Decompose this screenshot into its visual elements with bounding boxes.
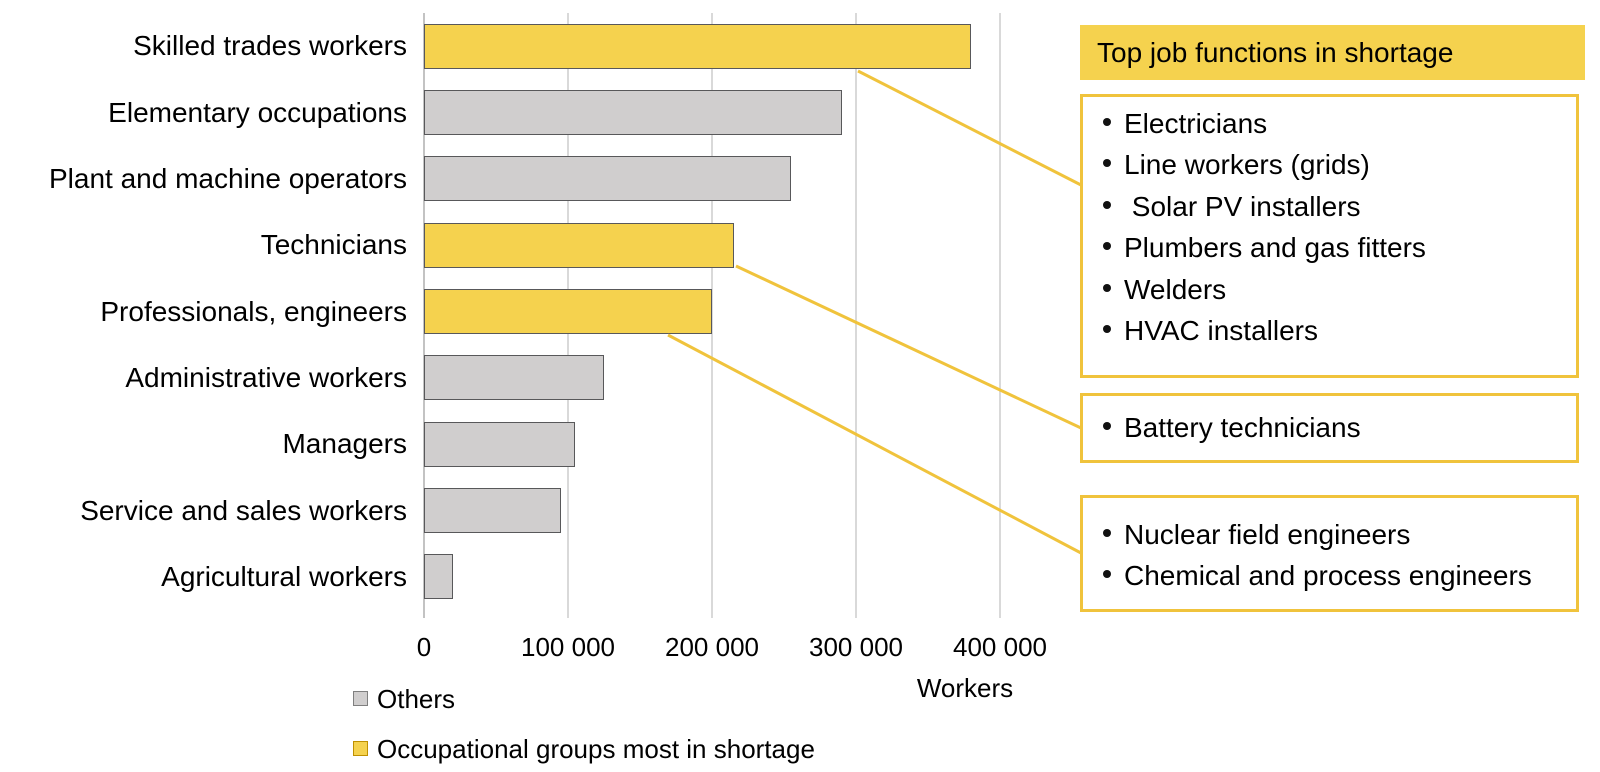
callout-box-technicians: Battery technicians bbox=[1080, 393, 1579, 463]
callout-box-skilled-trades: Electricians Line workers (grids) Solar … bbox=[1080, 94, 1579, 378]
bar-4 bbox=[424, 222, 734, 268]
connector-line-skilled-trades bbox=[857, 69, 1082, 187]
bullet-icon bbox=[1103, 117, 1111, 126]
category-label-3: Plant and machine operators bbox=[49, 162, 407, 194]
callout-item: Battery technicians bbox=[1103, 407, 1576, 449]
legend-label-shortage: Occupational groups most in shortage bbox=[377, 734, 815, 764]
bullet-icon bbox=[1103, 200, 1111, 209]
bar-9 bbox=[424, 554, 453, 600]
callout-box-professionals: Nuclear field engineers Chemical and pro… bbox=[1080, 495, 1579, 612]
x-tick-label: 100 000 bbox=[521, 632, 615, 662]
x-tick-label: 400 000 bbox=[953, 632, 1047, 662]
bar-1 bbox=[424, 23, 972, 69]
category-label-2: Elementary occupations bbox=[108, 96, 407, 128]
bullet-icon bbox=[1103, 528, 1111, 537]
x-axis-title: Workers bbox=[916, 673, 1014, 703]
gridline bbox=[999, 13, 1001, 618]
connector-line-professionals bbox=[667, 333, 1082, 555]
connector-line-technicians bbox=[735, 264, 1082, 430]
bullet-icon bbox=[1103, 325, 1111, 334]
callout-item: HVAC installers bbox=[1103, 311, 1576, 353]
category-label-7: Managers bbox=[282, 428, 407, 460]
callout-item: Plumbers and gas fitters bbox=[1103, 228, 1576, 270]
gridline bbox=[711, 13, 713, 618]
gridline bbox=[855, 13, 857, 618]
callout-list: Battery technicians bbox=[1083, 407, 1576, 449]
callout-item: Solar PV installers bbox=[1103, 186, 1576, 228]
bar-5 bbox=[424, 289, 712, 334]
callout-list: Electricians Line workers (grids) Solar … bbox=[1083, 97, 1576, 352]
callout-item: Line workers (grids) bbox=[1103, 145, 1576, 187]
bullet-icon bbox=[1103, 159, 1111, 168]
callout-list: Nuclear field engineers Chemical and pro… bbox=[1083, 498, 1576, 597]
callout-item: Chemical and process engineers bbox=[1103, 556, 1576, 598]
bullet-icon bbox=[1103, 283, 1111, 292]
callout-header: Top job functions in shortage bbox=[1080, 25, 1585, 80]
category-label-1: Skilled trades workers bbox=[133, 30, 407, 62]
bar-8 bbox=[424, 488, 561, 533]
callout-item: Nuclear field engineers bbox=[1103, 514, 1576, 556]
bullet-icon bbox=[1103, 422, 1111, 430]
legend-swatch-shortage-icon bbox=[353, 741, 368, 756]
bar-3 bbox=[424, 156, 792, 202]
callout-item: Electricians bbox=[1103, 103, 1576, 145]
x-tick-label: 300 000 bbox=[809, 632, 903, 662]
category-label-4: Technicians bbox=[260, 229, 407, 261]
category-label-9: Agricultural workers bbox=[161, 560, 407, 592]
bullet-icon bbox=[1103, 242, 1111, 251]
bar-7 bbox=[424, 421, 576, 467]
bar-2 bbox=[424, 90, 842, 135]
bar-6 bbox=[424, 355, 604, 401]
category-label-8: Service and sales workers bbox=[80, 494, 407, 526]
category-label-6: Administrative workers bbox=[125, 361, 407, 393]
x-tick-label: 200 000 bbox=[665, 632, 759, 662]
x-tick-label: 0 bbox=[416, 632, 432, 662]
category-label-5: Professionals, engineers bbox=[100, 295, 407, 327]
legend-label-others: Others bbox=[377, 684, 456, 714]
legend-swatch-others-icon bbox=[353, 691, 368, 706]
callout-item: Welders bbox=[1103, 269, 1576, 311]
bullet-icon bbox=[1103, 570, 1111, 579]
